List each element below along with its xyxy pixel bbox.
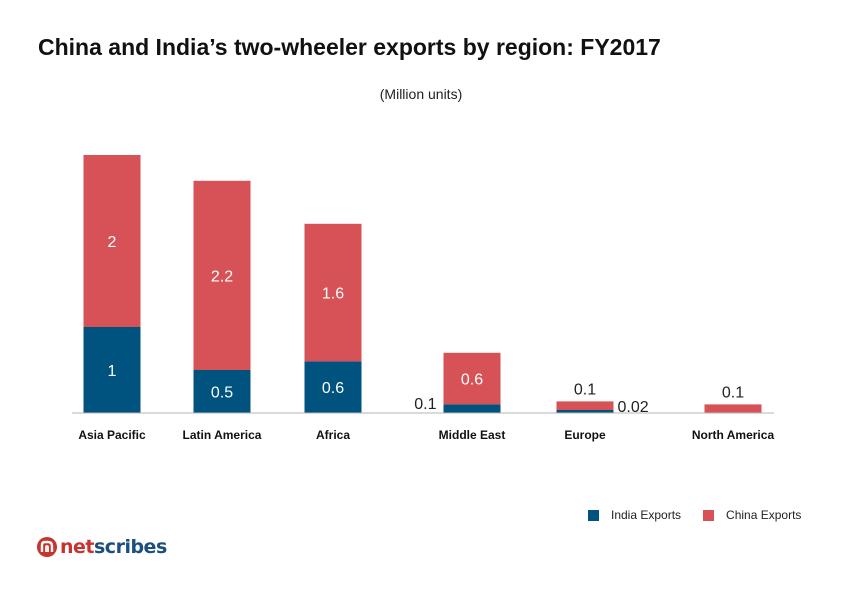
x-tick-label-middle-east: Middle East — [439, 428, 506, 442]
bar-china-north-america — [704, 404, 762, 413]
netscribes-logo: netscribes — [36, 536, 167, 558]
legend-swatch-india — [588, 509, 599, 521]
data-label-china-north-america: 0.1 — [722, 384, 744, 401]
bar-india-europe — [556, 410, 614, 413]
logo-text-scribes: scribes — [94, 536, 167, 558]
data-label-china-africa: 1.6 — [322, 286, 344, 303]
data-label-india-latin-america: 0.5 — [211, 385, 233, 402]
data-label-india-europe: 0.02 — [618, 399, 649, 416]
netscribes-logo-icon — [37, 537, 57, 557]
data-label-china-asia-pacific: 2 — [108, 234, 117, 251]
bar-china-asia-pacific — [83, 155, 141, 327]
netscribes-logo-text: netscribes — [60, 536, 167, 558]
bar-india-asia-pacific — [83, 327, 141, 413]
legend-item-india: India Exports — [588, 508, 681, 522]
data-label-india-africa: 0.6 — [322, 380, 344, 397]
bar-india-africa — [304, 361, 362, 413]
legend: India Exports China Exports — [588, 508, 823, 522]
bar-china-africa — [304, 223, 362, 362]
bar-china-middle-east — [443, 352, 501, 405]
bar-china-europe — [556, 401, 614, 410]
legend-swatch-china — [703, 509, 715, 521]
chart-title: China and India’s two-wheeler exports by… — [38, 34, 661, 60]
bar-china-latin-america — [193, 180, 251, 370]
data-label-india-middle-east: 0.1 — [414, 396, 436, 413]
legend-label-china: China Exports — [726, 508, 802, 522]
x-tick-label-asia-pacific: Asia Pacific — [78, 428, 146, 442]
chart-subtitle: (Million units) — [379, 86, 463, 102]
legend-item-china: China Exports — [703, 508, 801, 522]
x-tick-label-africa: Africa — [316, 428, 350, 442]
data-label-india-asia-pacific: 1 — [108, 363, 117, 380]
bar-india-latin-america — [193, 370, 251, 413]
bar-india-middle-east — [443, 404, 501, 413]
x-tick-label-latin-america: Latin America — [183, 428, 262, 442]
data-label-china-latin-america: 2.2 — [211, 268, 233, 285]
legend-label-india: India Exports — [611, 508, 682, 522]
x-tick-label-north-america: North America — [692, 428, 775, 442]
logo-text-net: net — [60, 536, 95, 558]
data-label-china-middle-east: 0.6 — [461, 372, 483, 389]
data-label-china-europe: 0.1 — [574, 381, 596, 398]
x-tick-label-europe: Europe — [564, 428, 606, 442]
